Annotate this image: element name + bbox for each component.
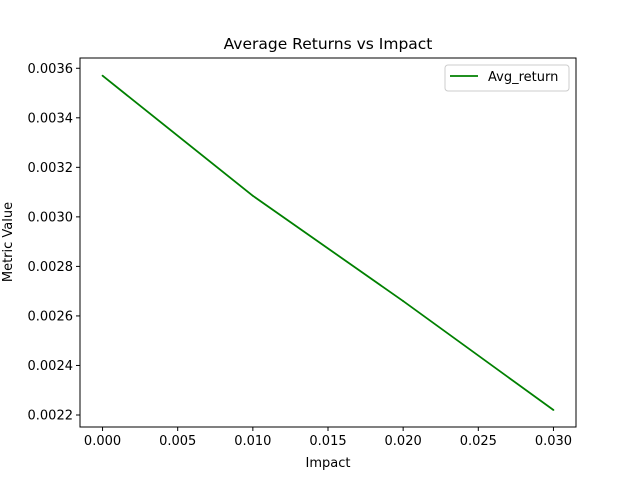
y-tick-label: 0.0030 (28, 210, 74, 225)
y-tick-label: 0.0028 (28, 260, 74, 275)
series-layer (101, 74, 555, 411)
legend-label-avg-return: Avg_return (488, 70, 558, 85)
x-tick-label: 0.000 (84, 434, 121, 449)
data-point (251, 194, 254, 197)
x-tick-label: 0.015 (309, 434, 346, 449)
x-tick-label: 0.030 (535, 434, 572, 449)
y-tick-label: 0.0026 (28, 309, 74, 324)
plot-frame (79, 57, 577, 428)
series-line-avg-return (101, 75, 554, 411)
y-tick-label: 0.0036 (28, 62, 74, 77)
y-tick-label: 0.0032 (28, 161, 74, 176)
data-point (402, 300, 405, 302)
x-axis-label: Impact (306, 456, 351, 471)
y-tick-label: 0.0034 (28, 111, 74, 126)
legend: Avg_return (444, 64, 570, 92)
data-point (552, 409, 555, 411)
y-tick-label: 0.0024 (28, 359, 74, 374)
data-point (101, 74, 104, 77)
legend-box (444, 64, 570, 92)
x-axis-ticks: 0.000 0.005 0.010 0.015 0.020 0.025 0.030 (84, 427, 572, 449)
chart-title: Average Returns vs Impact (224, 35, 433, 53)
x-tick-label: 0.005 (159, 434, 196, 449)
y-axis-label: Metric Value (1, 202, 16, 282)
x-tick-label: 0.025 (460, 434, 497, 449)
y-axis-ticks: 0.0022 0.0024 0.0026 0.0028 0.0030 0.0032 0.00… (28, 62, 80, 423)
x-tick-label: 0.010 (234, 434, 271, 449)
x-tick-label: 0.020 (385, 434, 422, 449)
y-tick-label: 0.0022 (28, 408, 74, 423)
